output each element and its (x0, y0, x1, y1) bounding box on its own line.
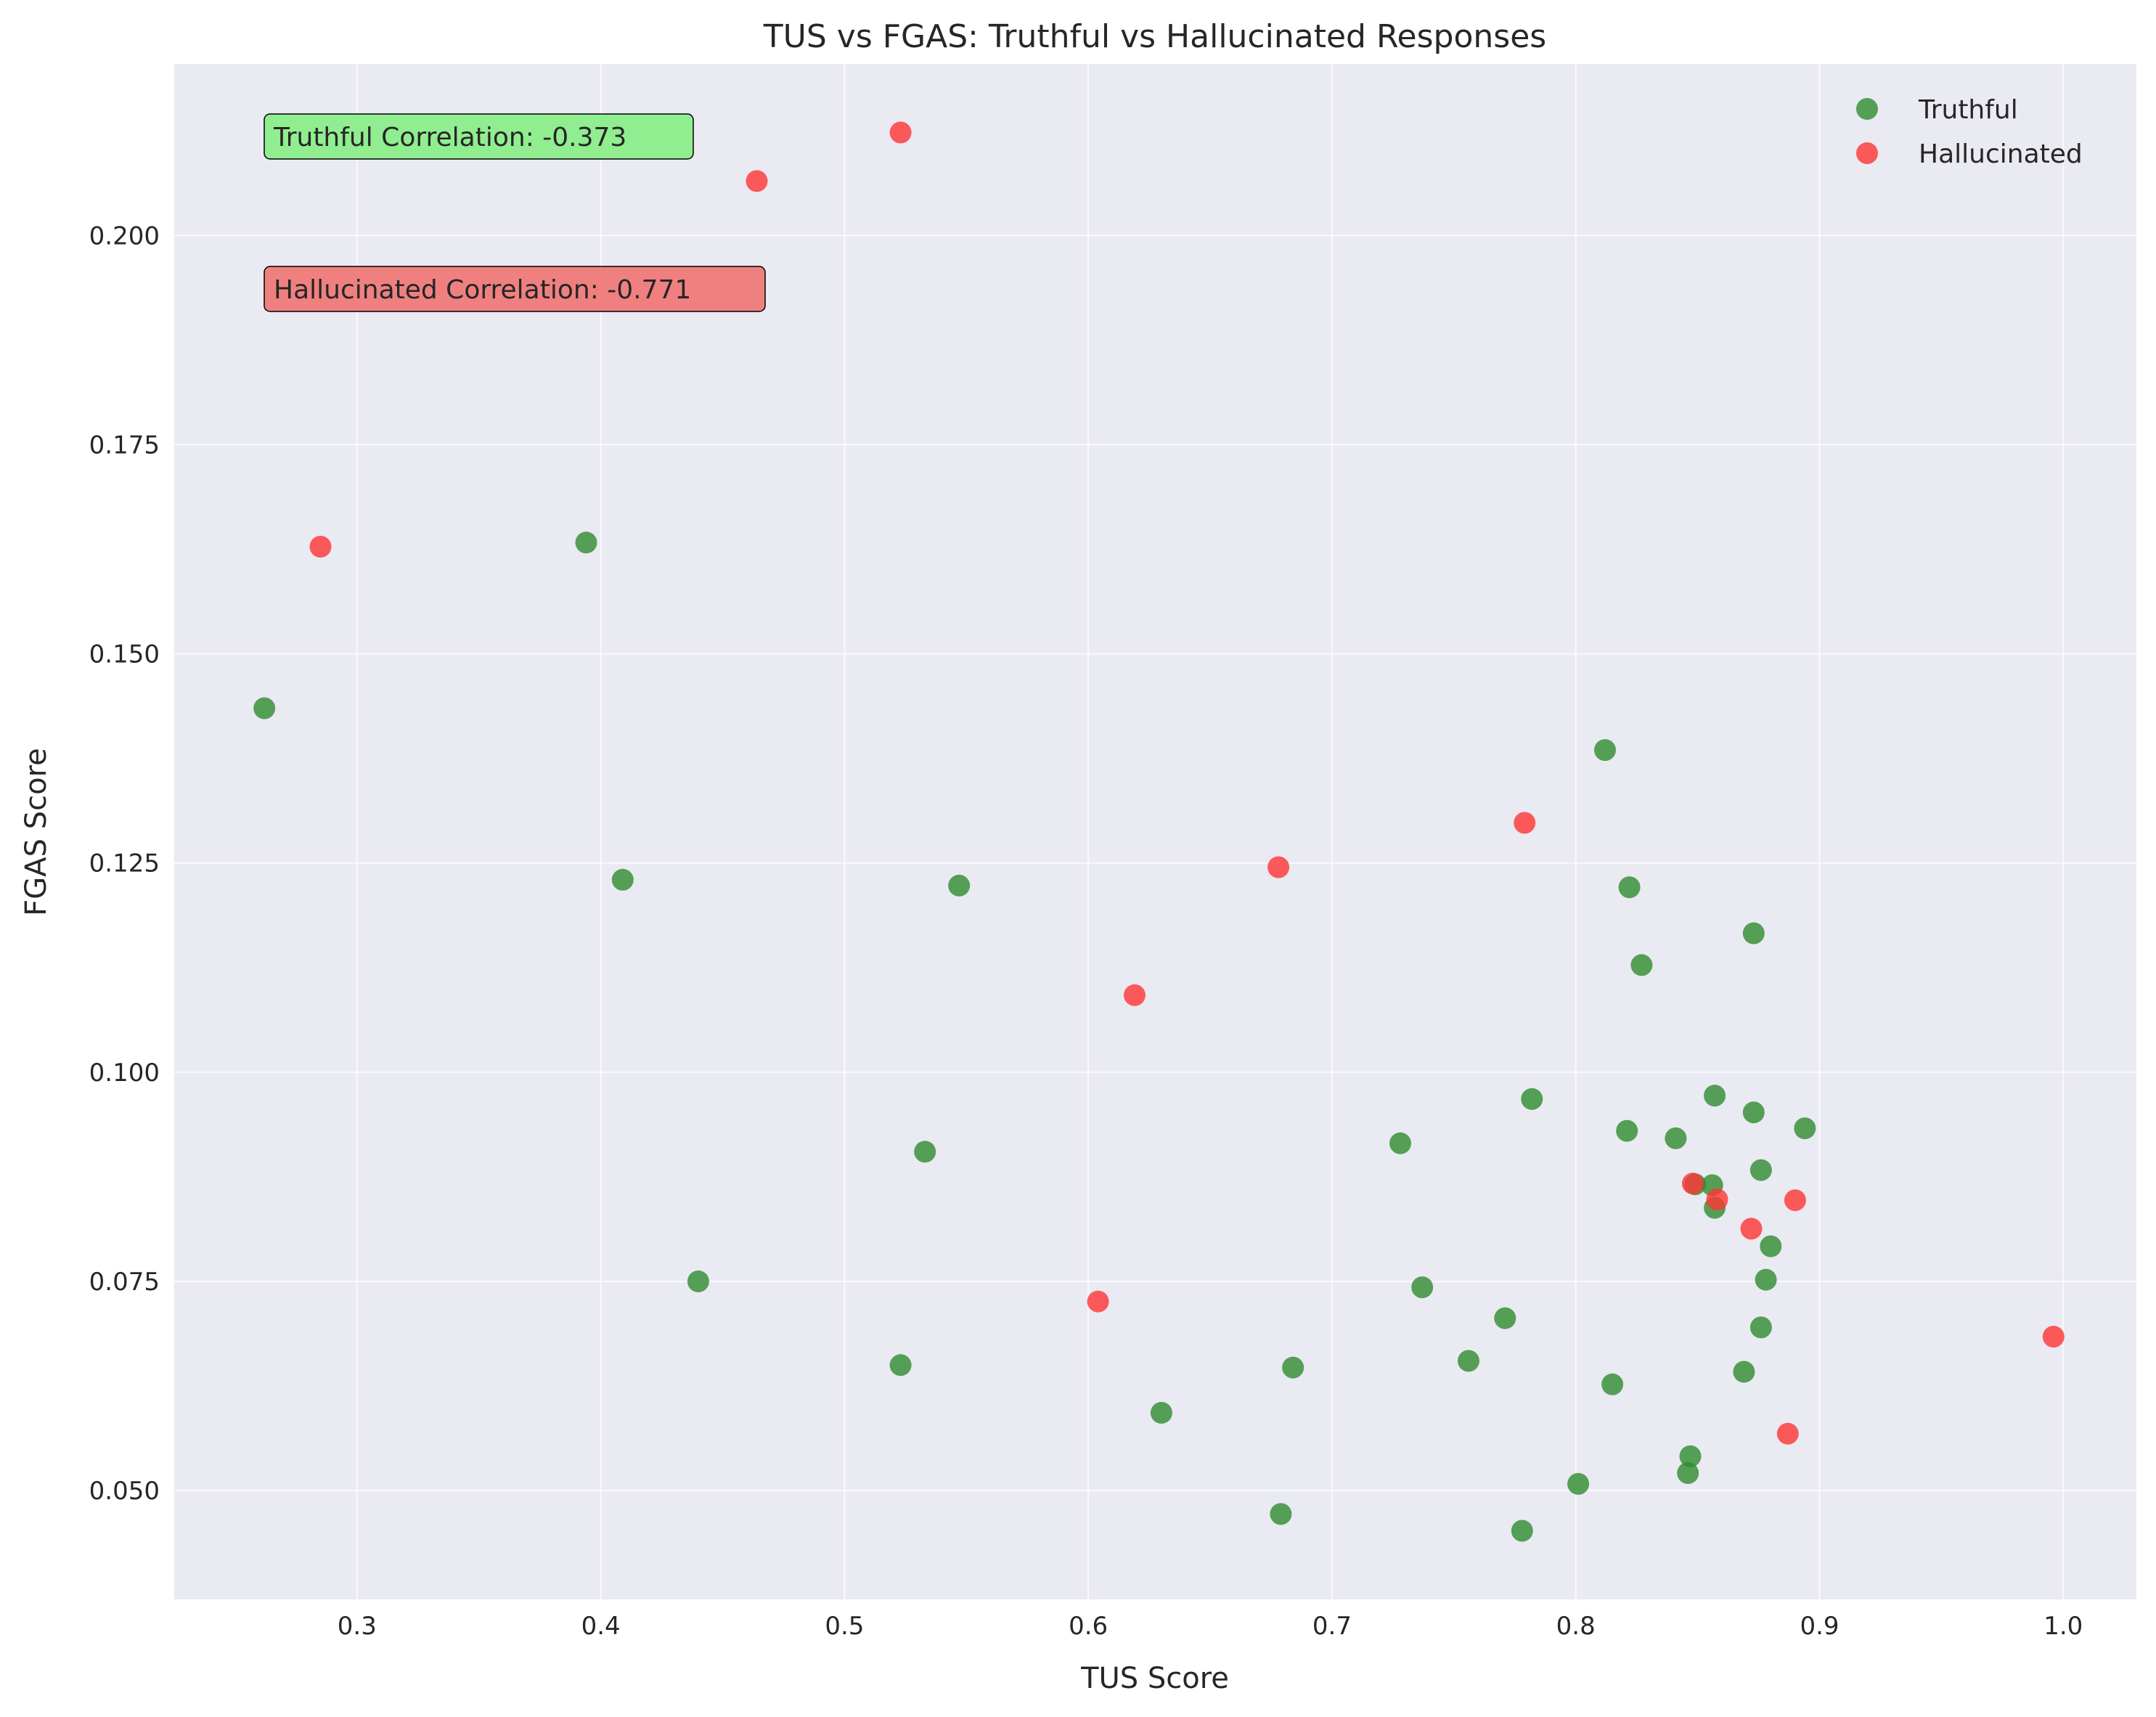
x-tick-label: 0.4 (581, 1612, 621, 1641)
x-tick-label: 1.0 (2043, 1612, 2083, 1641)
point-truthful (1677, 1462, 1699, 1484)
point-hallucinated (1740, 1218, 1763, 1240)
point-truthful (1270, 1503, 1292, 1525)
point-truthful (575, 531, 597, 554)
point-truthful (1511, 1520, 1533, 1542)
tick-labels: 0.3 0.4 0.5 0.6 0.7 0.8 0.9 1.0 0.050 0.075 0.100 0… (89, 221, 2083, 1641)
point-truthful (1630, 954, 1653, 976)
point-hallucinated (1784, 1189, 1806, 1212)
legend-marker-truthful (1856, 98, 1878, 120)
point-truthful (1618, 876, 1641, 899)
y-axis-label: FGAS Score (20, 748, 53, 916)
x-tick-label: 0.7 (1312, 1612, 1352, 1641)
point-hallucinated (1087, 1290, 1109, 1313)
point-truthful (1749, 1159, 1772, 1181)
x-tick-label: 0.9 (1800, 1612, 1839, 1641)
point-truthful (687, 1271, 709, 1292)
plot-area (174, 64, 2136, 1599)
point-truthful (1616, 1119, 1638, 1142)
point-truthful (1389, 1132, 1411, 1154)
y-tick-label: 0.150 (89, 640, 160, 669)
point-truthful (1755, 1268, 1777, 1291)
point-hallucinated (1681, 1172, 1704, 1195)
x-tick-label: 0.6 (1069, 1612, 1108, 1641)
annotation-hallucinated-box (264, 266, 766, 312)
point-truthful (1749, 1316, 1772, 1339)
annotation-truthful-text: Truthful Correlation: -0.373 (273, 123, 626, 152)
y-tick-label: 0.100 (89, 1059, 160, 1088)
annotation-truthful: Truthful Correlation: -0.373 (264, 113, 694, 160)
point-truthful (1521, 1088, 1543, 1110)
point-truthful (253, 697, 276, 719)
legend: Truthful Hallucinated (1856, 95, 2083, 169)
chart-title: TUS vs FGAS: Truthful vs Hallucinated Re… (763, 18, 1546, 55)
point-truthful (1411, 1276, 1434, 1299)
point-truthful (1458, 1350, 1479, 1372)
x-axis-label: TUS Score (1080, 1662, 1229, 1695)
x-tick-label: 0.3 (338, 1612, 377, 1641)
x-tick-label: 0.8 (1556, 1612, 1596, 1641)
point-truthful (1494, 1307, 1516, 1329)
legend-label-truthful: Truthful (1918, 95, 2018, 125)
grid (174, 64, 2136, 1599)
point-truthful (1601, 1373, 1624, 1395)
series-hallucinated (309, 121, 2065, 1445)
point-truthful (1742, 922, 1765, 945)
point-truthful (611, 868, 634, 891)
y-tick-label: 0.175 (89, 431, 160, 460)
point-hallucinated (1124, 984, 1146, 1006)
annotation-hallucinated-text: Hallucinated Correlation: -0.771 (274, 275, 691, 305)
y-tick-label: 0.125 (89, 849, 160, 878)
legend-marker-hallucinated (1856, 142, 1878, 164)
point-hallucinated (889, 121, 912, 144)
point-hallucinated (1514, 812, 1536, 834)
point-truthful (1282, 1356, 1304, 1379)
point-truthful (914, 1141, 936, 1163)
point-hallucinated (1776, 1422, 1799, 1445)
point-truthful (1704, 1085, 1726, 1107)
point-truthful (1679, 1445, 1702, 1467)
point-hallucinated (1267, 856, 1290, 878)
point-truthful (1733, 1361, 1755, 1383)
point-truthful (1594, 739, 1616, 762)
series-truthful (253, 531, 1816, 1542)
point-truthful (1665, 1127, 1687, 1149)
point-truthful (948, 874, 971, 897)
point-hallucinated (746, 170, 768, 192)
legend-label-hallucinated: Hallucinated (1919, 139, 2083, 169)
y-tick-label: 0.050 (89, 1477, 160, 1506)
y-tick-label: 0.075 (89, 1268, 160, 1297)
point-hallucinated (1706, 1188, 1728, 1211)
point-hallucinated (309, 536, 332, 558)
data-points (253, 121, 2065, 1542)
point-truthful (1742, 1101, 1765, 1124)
point-truthful (1150, 1402, 1172, 1424)
annotation-truthful-box (264, 113, 694, 160)
point-truthful (1760, 1235, 1782, 1257)
annotation-hallucinated: Hallucinated Correlation: -0.771 (264, 266, 766, 312)
x-tick-label: 0.5 (825, 1612, 864, 1641)
point-hallucinated (2042, 1326, 2065, 1348)
point-truthful (889, 1354, 912, 1377)
point-truthful (1794, 1117, 1816, 1140)
point-truthful (1567, 1472, 1590, 1495)
y-tick-label: 0.200 (89, 221, 160, 250)
